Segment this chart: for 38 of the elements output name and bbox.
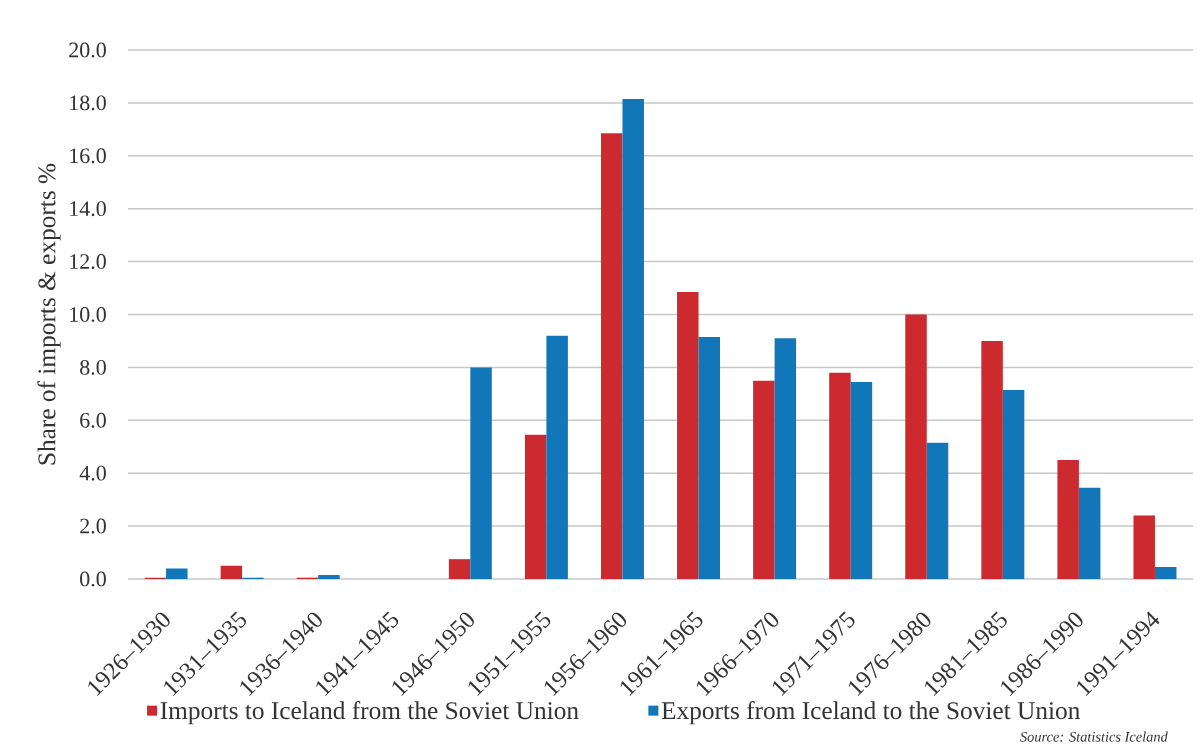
y-tick-label: 8.0	[80, 359, 106, 375]
bar	[698, 336, 721, 579]
y-tick-label: 16.0	[70, 148, 106, 164]
bar	[318, 575, 340, 579]
bar	[753, 380, 775, 579]
bar	[1002, 389, 1025, 579]
y-tick-label: 2.0	[80, 518, 106, 534]
y-tick-label: 4.0	[79, 465, 106, 481]
legend-label: Imports to Iceland from the Soviet Union	[160, 701, 579, 725]
bar	[220, 565, 243, 579]
bar	[600, 133, 623, 579]
y-tick-label: 12.0	[70, 254, 106, 270]
y-tick-label: 18.0	[70, 95, 106, 111]
bar	[448, 559, 471, 579]
y-tick-label: 20.0	[69, 42, 106, 58]
bar	[905, 314, 927, 579]
y-tick-label: 10.0	[70, 307, 106, 322]
bar	[524, 434, 547, 579]
bar	[1154, 567, 1177, 579]
bar	[622, 98, 644, 579]
bar	[774, 338, 797, 579]
bar	[677, 292, 699, 579]
bar	[166, 568, 188, 579]
legend-label: Exports from Iceland to the Soviet Union	[661, 701, 1080, 725]
bar	[1057, 459, 1079, 579]
bar	[926, 442, 949, 579]
y-axis-title: Share of imports & exports %	[37, 163, 61, 465]
y-tick-label: 6.0	[80, 412, 106, 428]
bar	[850, 381, 873, 579]
bar	[546, 335, 568, 579]
bar	[1133, 515, 1155, 579]
bar	[470, 367, 492, 579]
y-tick-label: 14.0	[70, 201, 106, 217]
bar	[981, 340, 1003, 579]
source-note: Source: Statistics Iceland	[1020, 731, 1168, 742]
bar	[829, 372, 851, 579]
bar	[1078, 487, 1101, 579]
y-tick-label: 0.0	[80, 571, 106, 587]
